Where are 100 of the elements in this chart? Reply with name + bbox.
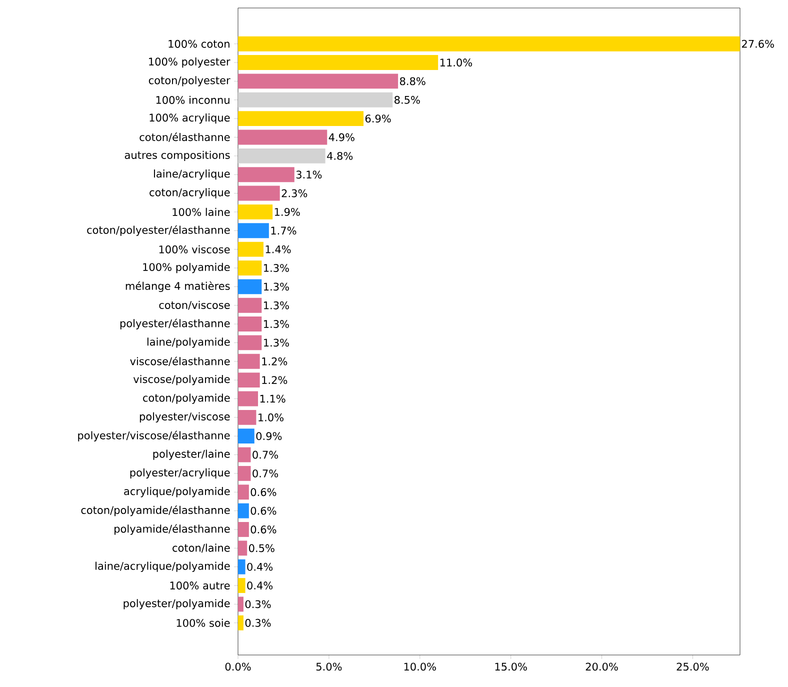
bar [238, 279, 262, 294]
bar [238, 74, 398, 89]
data-label: 1.2% [262, 357, 288, 366]
data-label: 1.0% [258, 413, 284, 422]
bar [238, 615, 244, 630]
y-tick-label: laine/acrylique/polyamide [96, 562, 230, 572]
data-label: 0.4% [247, 562, 273, 571]
y-tick-label: polyamide/élasthanne [114, 524, 230, 535]
bar [238, 36, 740, 52]
data-label: 0.6% [250, 506, 276, 515]
data-label: 3.1% [296, 170, 322, 179]
y-tick-label: coton/polyamide [143, 394, 230, 404]
bar [238, 596, 244, 612]
bar [238, 242, 264, 257]
y-tick-label: polyester/laine [153, 450, 230, 460]
y-tick-label: coton/polyester [148, 76, 230, 86]
data-label: 0.6% [250, 526, 276, 534]
data-label: 27.6% [742, 40, 774, 48]
y-tick-label: 100% polyamide [143, 262, 230, 274]
x-tick-label: 15.0% [495, 662, 527, 671]
x-tick-label: 20.0% [586, 662, 618, 671]
bar [238, 148, 326, 164]
y-tick-label: coton/laine [172, 544, 230, 553]
data-label: 1.2% [262, 376, 288, 384]
bar [238, 391, 258, 406]
y-tick-label: coton/viscose [159, 300, 230, 310]
y-tick-label: autres compositions [124, 150, 230, 162]
bar [238, 335, 262, 350]
y-tick-label: coton/polyester/élasthanne [87, 225, 230, 236]
data-label: 1.3% [264, 301, 289, 310]
bar [238, 410, 256, 425]
bar [238, 298, 262, 313]
y-tick-label: polyester/acrylique [130, 468, 230, 479]
data-label: 4.8% [327, 152, 353, 160]
bar [238, 260, 262, 276]
bar [238, 354, 260, 369]
y-tick-label: polyester/élasthanne [120, 318, 230, 330]
bar [238, 55, 438, 70]
data-label: 1.7% [271, 226, 296, 235]
bar [238, 167, 294, 182]
bar [238, 372, 260, 388]
bar [238, 186, 280, 201]
bar [238, 130, 328, 145]
y-tick-label: laine/polyamide [147, 338, 230, 348]
x-tick-label: 25.0% [676, 662, 709, 671]
data-label: 0.7% [252, 469, 278, 478]
data-label: 1.3% [264, 264, 289, 272]
y-tick-label: 100% polyester [149, 57, 230, 68]
data-label: 0.6% [250, 488, 276, 496]
data-label: 1.1% [260, 394, 286, 403]
bar [238, 540, 248, 556]
data-label: 2.3% [282, 189, 308, 198]
data-label: 6.9% [365, 114, 391, 123]
y-tick-label: 100% soie [176, 618, 230, 627]
data-label: 0.3% [245, 618, 271, 627]
y-tick-label: 100% viscose [159, 245, 230, 254]
bar [238, 223, 269, 238]
bar [238, 484, 249, 500]
x-tick-label: 0.0% [225, 662, 251, 671]
data-label: 1.3% [264, 320, 289, 328]
data-label: 8.5% [394, 96, 420, 104]
bar [238, 466, 251, 481]
data-label: 1.3% [264, 338, 289, 347]
y-tick-label: acrylique/polyamide [124, 487, 230, 498]
bar [238, 204, 273, 220]
data-label: 0.5% [248, 544, 274, 552]
data-label: 0.9% [256, 432, 282, 440]
y-tick-label: polyester/viscose [140, 412, 230, 422]
bar [238, 447, 251, 462]
x-tick-label: 10.0% [404, 662, 436, 671]
bar [238, 92, 393, 108]
bar [238, 503, 249, 518]
data-label: 0.3% [245, 600, 271, 608]
bar [238, 522, 249, 537]
y-tick-label: 100% inconnu [156, 96, 230, 104]
data-label: 1.9% [274, 208, 300, 216]
y-tick-label: coton/acrylique [150, 188, 230, 198]
data-label: 1.4% [266, 245, 291, 254]
y-tick-label: 100% coton [168, 40, 230, 48]
y-tick-label: viscose/polyamide [133, 374, 230, 386]
bar [238, 316, 262, 332]
y-tick-label: viscose/élasthanne [130, 356, 230, 366]
y-tick-label: 100% acrylique [150, 113, 230, 124]
data-label: 0.7% [252, 450, 278, 459]
data-label: 0.4% [247, 582, 273, 590]
bar [238, 111, 364, 126]
data-label: 8.8% [400, 77, 426, 86]
bar [238, 559, 246, 574]
y-tick-label: polyester/viscose/élasthanne [78, 430, 230, 442]
data-label: 11.0% [440, 58, 472, 67]
y-tick-label: coton/élasthanne [140, 132, 230, 142]
y-tick-label: 100% autre [170, 582, 230, 590]
y-tick-label: coton/polyamide/élasthanne [81, 506, 230, 516]
y-tick-label: polyester/polyamide [124, 599, 230, 610]
data-label: 4.9% [328, 133, 354, 142]
y-tick-label: laine/acrylique [154, 170, 230, 180]
data-label: 1.3% [264, 282, 289, 291]
y-tick-label: 100% laine [172, 208, 230, 216]
bar [238, 578, 246, 593]
bar [238, 428, 254, 444]
